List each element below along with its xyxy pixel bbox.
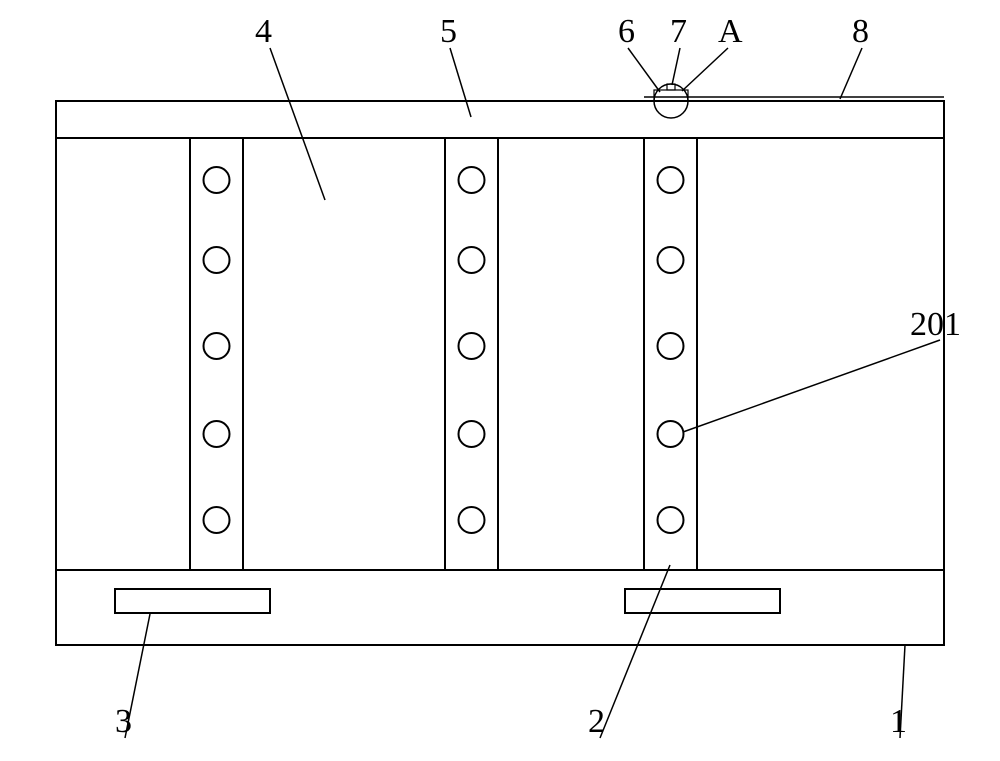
label-3: 3 xyxy=(115,703,132,740)
leader-2 xyxy=(600,565,670,738)
label-8: 8 xyxy=(852,13,869,50)
label-6: 6 xyxy=(618,13,635,50)
leader-A xyxy=(682,48,728,91)
label-A: A xyxy=(718,13,743,50)
bottom-slot-2 xyxy=(625,589,780,613)
leader-7 xyxy=(672,48,680,85)
hole-2-1 xyxy=(459,167,485,193)
hole-3-1 xyxy=(658,167,684,193)
hole-2-5 xyxy=(459,507,485,533)
hole-1-3 xyxy=(204,333,230,359)
hole-3-4 xyxy=(658,421,684,447)
hole-2-3 xyxy=(459,333,485,359)
hole-2-2 xyxy=(459,247,485,273)
hole-3-2 xyxy=(658,247,684,273)
label-5: 5 xyxy=(440,13,457,50)
leader-5 xyxy=(450,48,471,117)
hole-1-2 xyxy=(204,247,230,273)
hole-1-1 xyxy=(204,167,230,193)
label-7: 7 xyxy=(670,13,687,50)
hole-3-3 xyxy=(658,333,684,359)
label-4: 4 xyxy=(255,13,272,50)
leader-8 xyxy=(840,48,862,99)
leader-201 xyxy=(683,340,940,432)
hole-3-5 xyxy=(658,507,684,533)
hole-2-4 xyxy=(459,421,485,447)
label-1: 1 xyxy=(890,703,907,740)
hole-1-4 xyxy=(204,421,230,447)
leader-6 xyxy=(628,48,660,92)
hole-1-5 xyxy=(204,507,230,533)
label-201: 201 xyxy=(910,306,961,343)
bottom-slot-1 xyxy=(115,589,270,613)
label-2: 2 xyxy=(588,703,605,740)
leader-4 xyxy=(270,48,325,200)
